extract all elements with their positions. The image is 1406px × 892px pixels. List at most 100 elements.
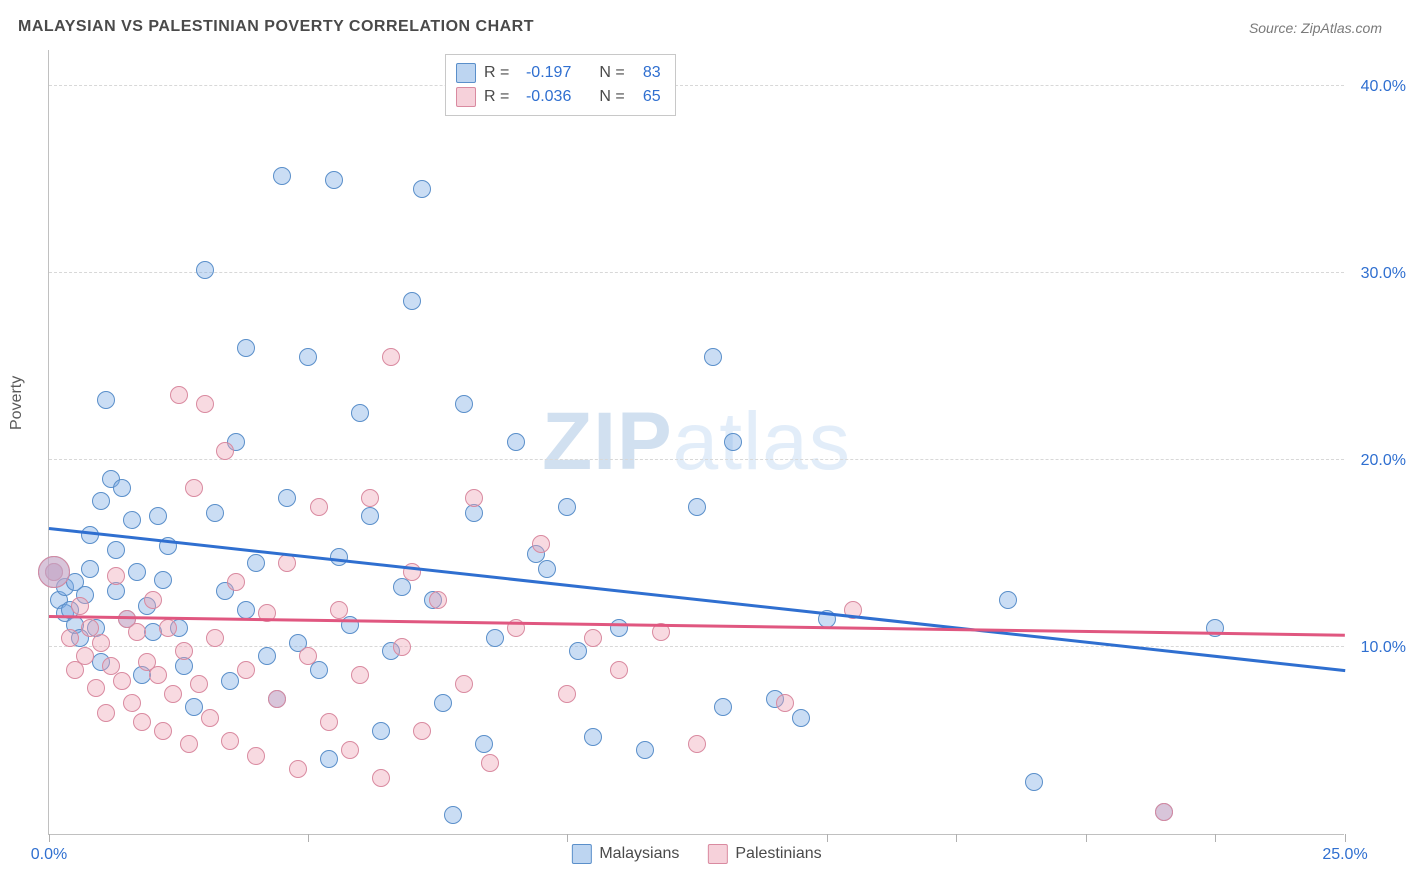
legend-r-value: -0.036 [517, 85, 571, 109]
legend-swatch [571, 844, 591, 864]
legend-series-label: Malaysians [599, 845, 679, 863]
gridline [49, 459, 1344, 460]
scatter-point [636, 741, 654, 759]
legend-r-label: R = [484, 61, 509, 85]
scatter-point [268, 690, 286, 708]
y-tick-label: 40.0% [1350, 78, 1406, 96]
trend-line [49, 527, 1345, 672]
scatter-point [221, 672, 239, 690]
x-tick [567, 834, 568, 842]
legend-n-label: N = [599, 61, 624, 85]
legend-swatch [456, 63, 476, 83]
scatter-point [221, 732, 239, 750]
y-tick-label: 30.0% [1350, 265, 1406, 283]
scatter-point [149, 666, 167, 684]
scatter-point [558, 685, 576, 703]
x-tick [956, 834, 957, 842]
gridline [49, 85, 1344, 86]
source-label: Source: ZipAtlas.com [1249, 20, 1382, 36]
scatter-point [569, 642, 587, 660]
scatter-point [444, 806, 462, 824]
scatter-point [273, 167, 291, 185]
scatter-point [196, 261, 214, 279]
scatter-point [247, 554, 265, 572]
plot-area: ZIPatlas 10.0%20.0%30.0%40.0%0.0%25.0%R … [48, 50, 1344, 835]
scatter-point [413, 722, 431, 740]
x-tick [308, 834, 309, 842]
x-tick [49, 834, 50, 842]
scatter-point [237, 601, 255, 619]
legend-n-value: 65 [633, 85, 661, 109]
scatter-point [216, 442, 234, 460]
scatter-point [185, 479, 203, 497]
scatter-point [413, 180, 431, 198]
scatter-point [180, 735, 198, 753]
scatter-point [558, 498, 576, 516]
scatter-point [320, 750, 338, 768]
scatter-point [429, 591, 447, 609]
watermark-bold: ZIP [542, 396, 673, 487]
scatter-point [237, 339, 255, 357]
x-tick [1345, 834, 1346, 842]
scatter-point [81, 560, 99, 578]
scatter-point [247, 747, 265, 765]
scatter-point [1206, 619, 1224, 637]
x-tick-label: 25.0% [1322, 846, 1367, 864]
scatter-point [507, 433, 525, 451]
legend-n-value: 83 [633, 61, 661, 85]
scatter-point [278, 489, 296, 507]
scatter-point [299, 348, 317, 366]
scatter-point [164, 685, 182, 703]
scatter-point [154, 571, 172, 589]
scatter-point [170, 386, 188, 404]
scatter-point [465, 489, 483, 507]
scatter-point [144, 591, 162, 609]
scatter-point [107, 567, 125, 585]
scatter-point [330, 601, 348, 619]
legend-r-label: R = [484, 85, 509, 109]
scatter-point [688, 498, 706, 516]
series-legend: MalaysiansPalestinians [571, 844, 821, 864]
scatter-point [113, 672, 131, 690]
scatter-point [372, 769, 390, 787]
scatter-point [154, 722, 172, 740]
scatter-point [92, 634, 110, 652]
scatter-point [382, 348, 400, 366]
legend-item: Malaysians [571, 844, 679, 864]
scatter-point [610, 619, 628, 637]
scatter-point [584, 629, 602, 647]
scatter-point [393, 578, 411, 596]
legend-r-value: -0.197 [517, 61, 571, 85]
gridline [49, 272, 1344, 273]
legend-row: R = -0.197 N = 83 [456, 61, 661, 85]
x-tick [1086, 834, 1087, 842]
scatter-point [299, 647, 317, 665]
scatter-point [61, 629, 79, 647]
correlation-legend: R = -0.197 N = 83 R = -0.036 N = 65 [445, 54, 676, 116]
scatter-point [133, 713, 151, 731]
scatter-point [92, 492, 110, 510]
scatter-point [107, 541, 125, 559]
scatter-point [1155, 803, 1173, 821]
scatter-point [724, 433, 742, 451]
legend-swatch [707, 844, 727, 864]
scatter-point [175, 642, 193, 660]
scatter-point [206, 504, 224, 522]
scatter-point [704, 348, 722, 366]
scatter-point [341, 741, 359, 759]
y-tick-label: 10.0% [1350, 639, 1406, 657]
scatter-point [351, 666, 369, 684]
scatter-point [237, 661, 255, 679]
scatter-point [76, 647, 94, 665]
scatter-point [475, 735, 493, 753]
scatter-point [351, 404, 369, 422]
scatter-point [149, 507, 167, 525]
trend-line [49, 615, 1345, 636]
scatter-point [278, 554, 296, 572]
legend-n-label: N = [599, 85, 624, 109]
scatter-point [185, 698, 203, 716]
scatter-point [123, 694, 141, 712]
scatter-point [289, 760, 307, 778]
scatter-point [361, 489, 379, 507]
scatter-point [97, 704, 115, 722]
